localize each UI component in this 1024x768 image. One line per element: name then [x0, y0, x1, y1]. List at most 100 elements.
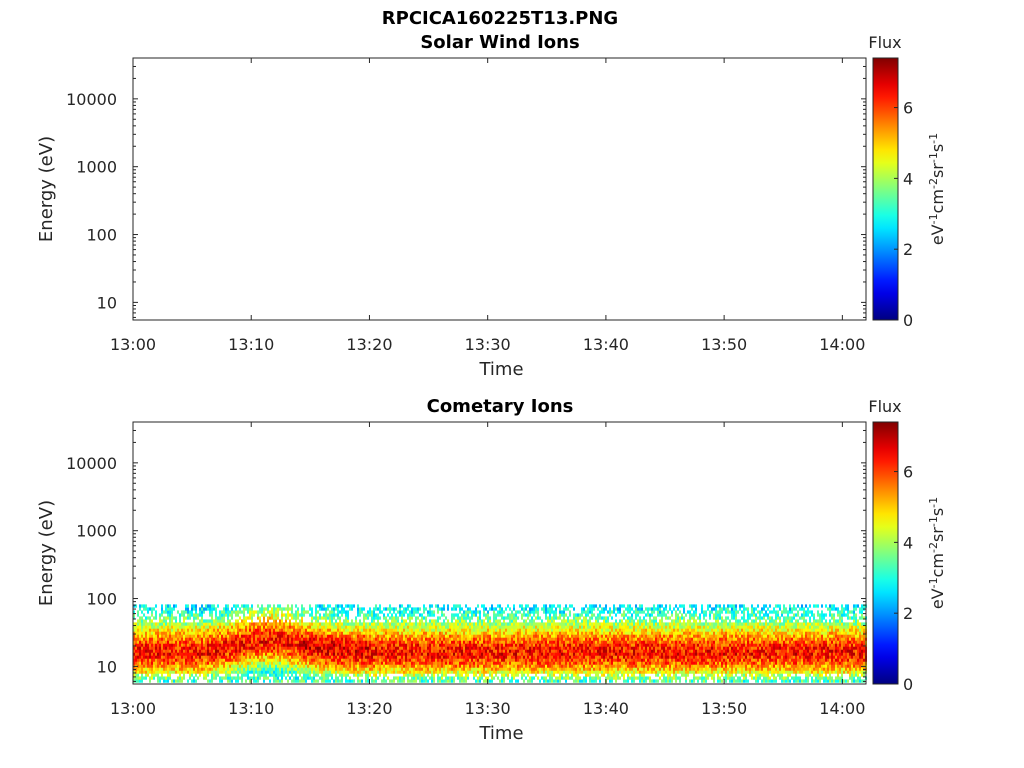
heatmap-cell	[223, 670, 225, 674]
heatmap-cell	[155, 670, 157, 674]
heatmap-cell	[307, 661, 309, 665]
heatmap-cell	[549, 607, 551, 611]
heatmap-cell	[445, 646, 447, 650]
heatmap-cell	[289, 649, 291, 653]
heatmap-cell	[193, 655, 195, 659]
heatmap-cell	[257, 622, 259, 626]
heatmap-cell	[557, 604, 559, 608]
heatmap-cell	[335, 640, 337, 644]
heatmap-cell	[253, 610, 255, 614]
heatmap-cell	[189, 637, 191, 641]
heatmap-cell	[317, 655, 319, 659]
heatmap-cell	[281, 637, 283, 641]
heatmap-cell	[245, 670, 247, 674]
heatmap-cell	[383, 631, 385, 635]
heatmap-cell	[293, 661, 295, 665]
heatmap-cell	[389, 667, 391, 671]
heatmap-cell	[175, 652, 177, 656]
heatmap-cell	[229, 637, 231, 641]
heatmap-cell	[461, 667, 463, 671]
heatmap-cell	[485, 613, 487, 617]
heatmap-cell	[259, 667, 261, 671]
heatmap-cell	[473, 658, 475, 662]
heatmap-cell	[227, 664, 229, 668]
heatmap-cell	[285, 628, 287, 632]
heatmap-cell	[357, 655, 359, 659]
heatmap-cell	[311, 676, 313, 680]
heatmap-cell	[355, 625, 357, 629]
heatmap-cell	[245, 616, 247, 620]
heatmap-cell	[459, 619, 461, 623]
heatmap-cell	[515, 616, 517, 620]
heatmap-cell	[527, 664, 529, 668]
heatmap-cell	[381, 658, 383, 662]
heatmap-cell	[453, 670, 455, 674]
heatmap-cell	[377, 619, 379, 623]
heatmap-cell	[157, 634, 159, 638]
heatmap-cell	[147, 667, 149, 671]
heatmap-cell	[559, 664, 561, 668]
heatmap-cell	[445, 670, 447, 674]
heatmap-cell	[233, 625, 235, 629]
heatmap-cell	[293, 676, 295, 680]
heatmap-cell	[375, 676, 377, 680]
heatmap-cell	[295, 631, 297, 635]
heatmap-cell	[325, 622, 327, 626]
heatmap-cell	[537, 649, 539, 653]
heatmap-cell	[377, 622, 379, 626]
heatmap-cell	[273, 622, 275, 626]
heatmap-cell	[201, 661, 203, 665]
heatmap-cell	[345, 679, 347, 683]
heatmap-cell	[377, 661, 379, 665]
heatmap-cell	[501, 670, 503, 674]
heatmap-cell	[411, 649, 413, 653]
heatmap-cell	[457, 634, 459, 638]
heatmap-cell	[255, 652, 257, 656]
heatmap-cell	[421, 628, 423, 632]
heatmap-cell	[507, 646, 509, 650]
heatmap-cell	[361, 607, 363, 611]
heatmap-cell	[505, 667, 507, 671]
heatmap-cell	[315, 679, 317, 683]
heatmap-cell	[263, 679, 265, 683]
heatmap-cell	[273, 679, 275, 683]
heatmap-cell	[483, 658, 485, 662]
heatmap-cell	[479, 610, 481, 614]
heatmap-cell	[143, 619, 145, 623]
heatmap-cell	[289, 676, 291, 680]
heatmap-cell	[251, 613, 253, 617]
heatmap-cell	[465, 655, 467, 659]
heatmap-cell	[281, 655, 283, 659]
heatmap-cell	[275, 616, 277, 620]
heatmap-cell	[373, 640, 375, 644]
heatmap-cell	[179, 652, 181, 656]
heatmap-cell	[445, 622, 447, 626]
heatmap-cell	[285, 655, 287, 659]
heatmap-cell	[563, 676, 565, 680]
heatmap-cell	[479, 646, 481, 650]
heatmap-cell	[433, 646, 435, 650]
heatmap-cell	[369, 667, 371, 671]
heatmap-cell	[413, 643, 415, 647]
heatmap-cell	[373, 661, 375, 665]
heatmap-cell	[477, 658, 479, 662]
heatmap-cell	[537, 622, 539, 626]
heatmap-cell	[141, 655, 143, 659]
heatmap-cell	[267, 649, 269, 653]
heatmap-cell	[499, 643, 501, 647]
heatmap-cell	[217, 658, 219, 662]
heatmap-cell	[137, 634, 139, 638]
heatmap-cell	[259, 631, 261, 635]
heatmap-cell	[379, 652, 381, 656]
heatmap-cell	[467, 667, 469, 671]
heatmap-cell	[137, 652, 139, 656]
heatmap-cell	[311, 637, 313, 641]
heatmap-cell	[449, 646, 451, 650]
heatmap-cell	[245, 637, 247, 641]
heatmap-cell	[315, 661, 317, 665]
heatmap-cell	[167, 637, 169, 641]
heatmap-cell	[289, 622, 291, 626]
heatmap-cell	[295, 655, 297, 659]
heatmap-cell	[445, 679, 447, 683]
heatmap-cell	[259, 637, 261, 641]
